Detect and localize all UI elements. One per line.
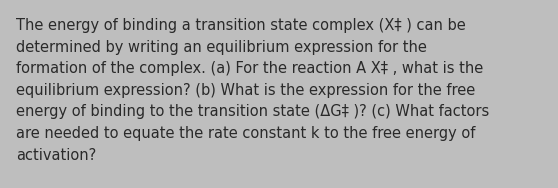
- Text: The energy of binding a transition state complex (X‡ ) can be
determined by writ: The energy of binding a transition state…: [16, 18, 489, 163]
